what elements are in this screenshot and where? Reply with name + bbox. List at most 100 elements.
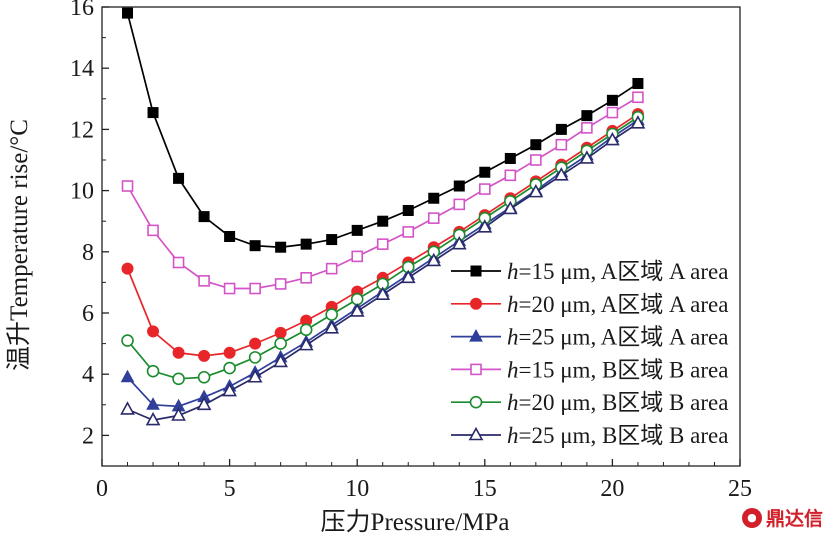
data-point — [427, 212, 440, 224]
data-point — [196, 396, 212, 411]
data-point — [528, 183, 544, 198]
data-point — [530, 154, 542, 166]
data-point — [555, 123, 567, 135]
watermark: ● 鼎达信 — [741, 504, 823, 531]
data-point — [326, 234, 338, 246]
legend-label: h=25 μm, A区域 A area — [507, 325, 728, 350]
data-point — [298, 336, 314, 351]
data-point — [581, 122, 593, 134]
y-tick-label: 6 — [82, 301, 94, 327]
x-tick-label: 25 — [728, 476, 752, 502]
data-point — [222, 382, 237, 397]
series-6 — [120, 115, 646, 426]
data-point — [502, 200, 518, 215]
x-tick-label: 20 — [600, 476, 624, 502]
data-point — [351, 224, 363, 236]
legend-label-rest: =20 μm, A区域 A area — [519, 292, 729, 317]
data-point — [223, 361, 236, 375]
data-point — [428, 192, 440, 204]
series-group — [120, 7, 646, 426]
legend-label-h: h — [507, 423, 519, 448]
data-point — [145, 411, 161, 426]
legend-label-rest: =20 μm, B区域 B area — [519, 390, 729, 415]
y-tick-label: 16 — [70, 0, 94, 21]
data-point — [122, 7, 134, 19]
legend-label-h: h — [507, 325, 519, 350]
legend-label-rest: =15 μm, A区域 A area — [519, 259, 729, 284]
x-axis-title: 压力Pressure/MPa — [321, 508, 510, 536]
data-point — [376, 238, 389, 250]
data-point — [324, 320, 340, 334]
data-point — [121, 262, 134, 275]
data-point — [249, 240, 261, 252]
y-tick-label: 14 — [70, 56, 94, 82]
data-point — [274, 278, 287, 290]
y-axis-title: 温升Temperature rise/°C — [5, 119, 33, 371]
legend-label-rest: =25 μm, A区域 A area — [519, 325, 729, 350]
data-point — [632, 78, 644, 89]
plot-frame — [101, 6, 741, 467]
legend-entry: h=15 μm, A区域 A area — [451, 259, 728, 284]
data-point — [120, 369, 135, 383]
x-tick-label: 5 — [224, 476, 236, 502]
data-point — [632, 91, 644, 104]
series-4 — [121, 91, 644, 295]
legend-entry: h=15 μm, B区域 B area — [451, 357, 728, 382]
data-point — [504, 152, 516, 164]
data-point — [479, 166, 491, 178]
data-point — [325, 262, 338, 275]
data-point — [350, 292, 364, 306]
data-point — [146, 364, 160, 378]
legend-label-rest: =25 μm, B区域 B area — [519, 423, 729, 448]
data-point — [478, 183, 491, 195]
data-point — [273, 353, 288, 368]
legend-marker — [469, 395, 483, 409]
data-point — [173, 172, 185, 184]
legend-label: h=15 μm, A区域 A area — [507, 259, 728, 284]
data-point — [223, 346, 236, 359]
data-point — [400, 269, 416, 284]
data-point — [249, 337, 262, 350]
y-tick-label: 8 — [82, 240, 94, 266]
legend-label: h=15 μm, B区域 B area — [507, 357, 728, 382]
data-point — [120, 401, 135, 415]
data-point — [299, 323, 313, 337]
data-point — [198, 349, 211, 362]
data-point — [402, 204, 414, 216]
data-point — [426, 252, 442, 267]
legend-label-h: h — [507, 292, 519, 317]
data-point — [630, 115, 646, 129]
data-point — [146, 397, 160, 410]
data-point — [224, 231, 236, 242]
x-tick-label: 10 — [345, 476, 369, 502]
data-point — [172, 346, 185, 359]
legend-marker — [469, 329, 483, 342]
data-point — [377, 215, 389, 227]
data-point — [248, 351, 262, 364]
legend-marker — [468, 426, 484, 441]
legend-label-rest: =15 μm, B区域 B area — [519, 357, 729, 382]
data-point — [606, 106, 619, 119]
legend-entry: h=25 μm, A区域 A area — [451, 325, 728, 350]
legend-label: h=20 μm, B区域 B area — [507, 390, 728, 415]
legend-marker — [470, 363, 482, 376]
data-point — [351, 250, 364, 263]
logo-icon: ● — [741, 507, 762, 528]
legend-label: h=20 μm, A区域 A area — [507, 292, 728, 317]
data-point — [581, 110, 593, 122]
y-tick-label: 10 — [70, 179, 94, 205]
watermark-text: 鼎达信 — [765, 508, 823, 530]
legend-entry: h=20 μm, B区域 B area — [451, 390, 728, 415]
data-point — [121, 334, 134, 347]
series-1 — [122, 7, 644, 253]
data-point — [402, 226, 415, 238]
data-point — [555, 138, 568, 151]
data-point — [223, 282, 236, 295]
data-point — [504, 169, 517, 182]
data-point — [606, 94, 618, 106]
data-point — [274, 326, 287, 339]
data-point — [198, 275, 210, 287]
data-point — [147, 325, 160, 338]
